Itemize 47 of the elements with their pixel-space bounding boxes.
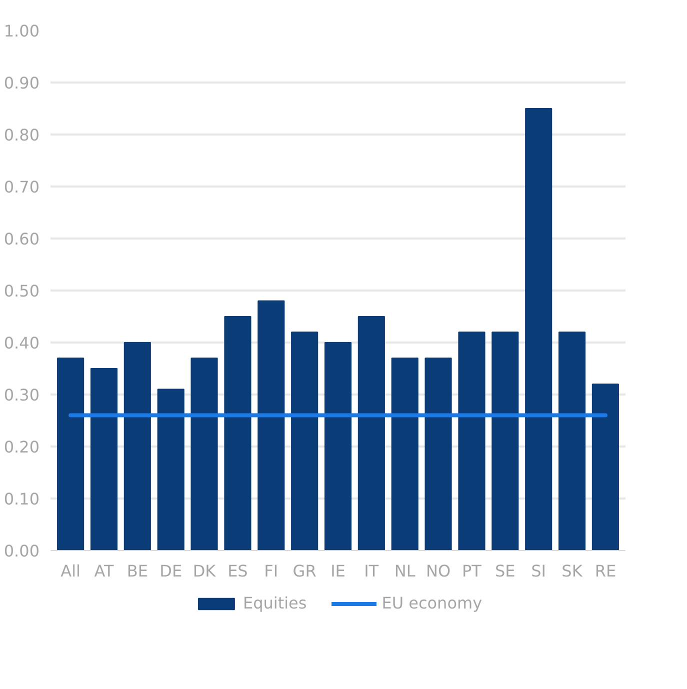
x-tick-label: IE bbox=[330, 562, 346, 580]
x-tick-label: RE bbox=[594, 562, 616, 580]
bar bbox=[558, 332, 586, 550]
x-tick-label: GR bbox=[292, 562, 316, 580]
bar bbox=[358, 316, 385, 550]
bar bbox=[90, 368, 118, 550]
x-tick-label: DK bbox=[192, 562, 216, 580]
x-tick-label: SI bbox=[531, 562, 546, 580]
bar bbox=[190, 358, 218, 550]
legend-label: EU economy bbox=[382, 594, 482, 612]
y-tick-label: 0.00 bbox=[4, 542, 40, 560]
x-tick-label: BE bbox=[126, 562, 148, 580]
y-tick-label: 0.50 bbox=[4, 282, 40, 300]
y-tick-label: 0.20 bbox=[4, 438, 40, 456]
x-tick-label: DE bbox=[160, 562, 182, 580]
bar bbox=[458, 332, 486, 550]
x-tick-label: NL bbox=[394, 562, 416, 580]
x-tick-label: FI bbox=[264, 562, 278, 580]
y-tick-label: 0.80 bbox=[4, 126, 40, 144]
y-tick-label: 0.60 bbox=[4, 230, 40, 248]
x-tick-label: PT bbox=[462, 562, 482, 580]
y-tick-label: 0.40 bbox=[4, 334, 40, 352]
bar bbox=[592, 384, 619, 550]
bar bbox=[492, 332, 519, 550]
x-tick-label: All bbox=[60, 562, 80, 580]
x-tick-label: ES bbox=[228, 562, 248, 580]
x-tick-label: NO bbox=[426, 562, 451, 580]
bar bbox=[391, 358, 418, 550]
y-tick-label: 0.90 bbox=[4, 74, 40, 92]
bar bbox=[124, 342, 151, 550]
y-tick-label: 0.10 bbox=[4, 490, 40, 508]
bar bbox=[258, 300, 285, 550]
x-tick-label: SE bbox=[495, 562, 516, 580]
y-tick-label: 0.30 bbox=[4, 386, 40, 404]
bar bbox=[291, 332, 318, 550]
bar bbox=[324, 342, 352, 550]
y-tick-label: 0.70 bbox=[4, 178, 40, 196]
bar bbox=[525, 108, 552, 550]
y-tick-label: 1.00 bbox=[4, 22, 40, 40]
bar bbox=[57, 358, 84, 550]
bar bbox=[224, 316, 252, 550]
bar bbox=[157, 388, 184, 550]
x-tick-label: IT bbox=[364, 562, 379, 580]
x-tick-label: SK bbox=[562, 562, 583, 580]
legend-label: Equities bbox=[242, 594, 307, 612]
x-tick-label: AT bbox=[94, 562, 114, 580]
bar bbox=[424, 358, 452, 550]
